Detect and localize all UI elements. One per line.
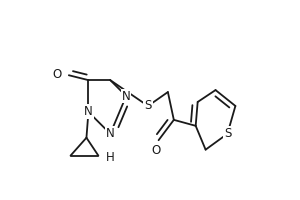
Text: S: S (144, 99, 152, 112)
Text: N: N (106, 127, 115, 140)
Text: N: N (122, 90, 130, 103)
Text: H: H (106, 151, 115, 164)
Text: O: O (52, 68, 62, 81)
Text: O: O (151, 144, 160, 157)
Text: S: S (224, 127, 231, 140)
Text: N: N (84, 105, 93, 118)
